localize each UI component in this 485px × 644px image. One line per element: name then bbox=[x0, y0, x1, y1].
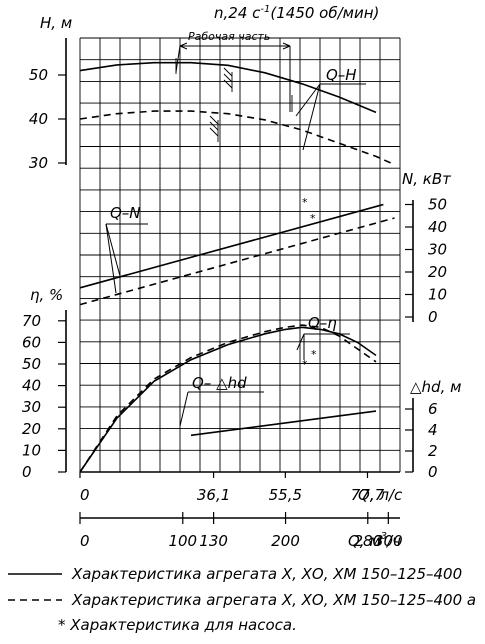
n-axis-label: N, кВт bbox=[402, 170, 452, 188]
h-tick-label: 30 bbox=[29, 154, 48, 172]
eta-tick-label: 30 bbox=[22, 398, 41, 416]
curves bbox=[79, 61, 395, 473]
qh-curve-dashed bbox=[79, 110, 392, 164]
q-ls-tick-label: 77,7 bbox=[351, 486, 385, 504]
pump-mark-n2: * bbox=[310, 212, 316, 225]
working-zone-arrow-left bbox=[179, 42, 188, 50]
qh-curve-solid bbox=[79, 61, 377, 114]
hatch-marks bbox=[159, 58, 293, 150]
qeta-curve-solid bbox=[79, 326, 377, 473]
qn-leader-2 bbox=[105, 223, 117, 294]
working-zone-left-leader bbox=[175, 45, 181, 73]
dh-tick-label: 0 bbox=[428, 463, 438, 481]
q-m3-tick-label: 200 bbox=[271, 532, 300, 550]
legend-solid-text: Характеристика агрегата Х, ХО, ХМ 150–12… bbox=[71, 565, 462, 583]
eta-tick-label: 10 bbox=[22, 441, 41, 459]
legend-star-text: * Характеристика для насоса. bbox=[58, 616, 297, 634]
pump-mark-eta2: * bbox=[302, 358, 308, 371]
n-tick-label: 0 bbox=[428, 308, 438, 326]
h-axis-label: H, м bbox=[40, 14, 72, 32]
n-tick-label: 30 bbox=[428, 241, 447, 259]
qh-leader-2 bbox=[302, 83, 321, 151]
q-m3-tick-label: 100 bbox=[168, 532, 197, 550]
speed-label: n,24 c-1(1450 об/мин) bbox=[214, 4, 379, 22]
working-zone-arrow-right bbox=[282, 42, 291, 50]
q-m3-tick-label: 130 bbox=[199, 532, 228, 550]
q-ls-axis-label: Q, л/с bbox=[358, 486, 403, 504]
q-ls-tick-label: 0 bbox=[80, 486, 90, 504]
pump-mark-eta1: * bbox=[311, 348, 317, 361]
n-tick-label: 50 bbox=[428, 196, 447, 214]
q-m3-tick-label: 0 bbox=[80, 532, 90, 550]
q-m3-tick-label: 300 bbox=[374, 532, 403, 550]
q-ls-tick-label: 55,5 bbox=[269, 486, 302, 504]
qh-label: Q–H bbox=[326, 66, 357, 84]
legend: Характеристика агрегата Х, ХО, ХМ 150–12… bbox=[8, 565, 476, 634]
dh-tick-label: 4 bbox=[428, 421, 438, 439]
annotation-marks bbox=[105, 42, 366, 427]
q-m3-axis-label: Q, м3/ч bbox=[348, 531, 401, 550]
qn-leader-1 bbox=[105, 223, 121, 277]
qdh-label: Q– △hd bbox=[192, 374, 247, 392]
qn-curve-dashed bbox=[79, 217, 395, 306]
eta-axis-label: η, % bbox=[30, 286, 63, 304]
qn-label: Q–N bbox=[110, 204, 141, 222]
qh-leader-1 bbox=[295, 83, 321, 117]
n-tick-label: 40 bbox=[428, 218, 447, 236]
qeta-leader-1 bbox=[296, 333, 305, 351]
eta-tick-label: 60 bbox=[22, 333, 41, 351]
dh-tick-label: 2 bbox=[428, 442, 438, 460]
tick-marks bbox=[58, 74, 413, 524]
n-tick-label: 10 bbox=[428, 286, 447, 304]
h-tick-label: 40 bbox=[29, 110, 48, 128]
eta-tick-label: 70 bbox=[22, 312, 41, 330]
axes bbox=[65, 38, 414, 519]
qdh-leader bbox=[179, 391, 189, 427]
qeta-curve-dashed bbox=[79, 324, 377, 473]
legend-dashed-text: Характеристика агрегата Х, ХО, ХМ 150–12… bbox=[71, 591, 476, 609]
q-m3-tick-label: 280 bbox=[353, 532, 382, 550]
qeta-label: Q–η bbox=[308, 314, 337, 332]
dh-axis-label: △hd, м bbox=[410, 378, 461, 396]
n-tick-label: 20 bbox=[428, 263, 447, 281]
eta-tick-label: 50 bbox=[22, 355, 41, 373]
qdh-curve-solid bbox=[190, 410, 377, 437]
working-zone-label: Рабочая часть bbox=[188, 30, 270, 43]
q-ls-tick-label: 36,1 bbox=[197, 486, 230, 504]
h-tick-label: 50 bbox=[29, 66, 48, 84]
dh-tick-label: 6 bbox=[428, 400, 438, 418]
pump-mark-n1: * bbox=[302, 196, 308, 209]
eta-tick-label: 20 bbox=[22, 420, 41, 438]
eta-tick-label: 40 bbox=[22, 377, 41, 395]
qn-curve-solid bbox=[79, 203, 384, 289]
eta-tick-label: 0 bbox=[22, 463, 32, 481]
